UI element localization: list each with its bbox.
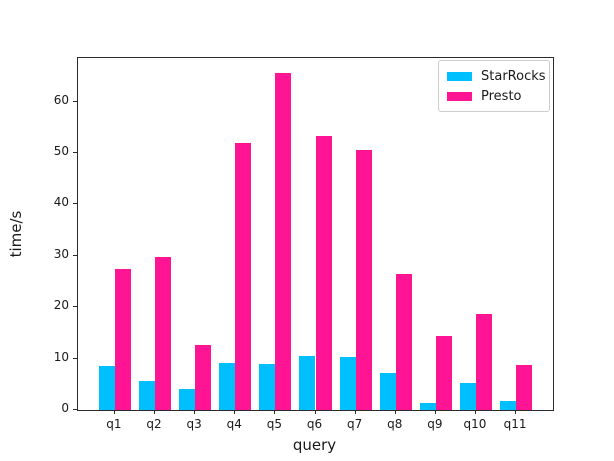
x-tick-mark-q7 bbox=[354, 410, 356, 414]
bar-presto-q5 bbox=[275, 72, 292, 410]
bar-starrocks-q11 bbox=[500, 400, 517, 410]
legend-swatch-starrocks bbox=[447, 71, 472, 81]
bar-presto-q9 bbox=[435, 336, 452, 410]
y-tick-mark-10 bbox=[73, 357, 77, 359]
y-tick-mark-60 bbox=[73, 100, 77, 102]
bar-presto-q8 bbox=[395, 274, 412, 410]
x-tick-mark-q3 bbox=[194, 410, 196, 414]
y-tick-label-60: 60 bbox=[53, 92, 69, 107]
x-tick-mark-q2 bbox=[154, 410, 156, 414]
y-tick-label-30: 30 bbox=[53, 246, 69, 261]
bar-presto-q2 bbox=[155, 257, 172, 410]
bar-starrocks-q5 bbox=[259, 363, 276, 410]
x-tick-label-q9: q9 bbox=[427, 417, 443, 431]
y-tick-label-20: 20 bbox=[53, 298, 69, 313]
x-tick-mark-q8 bbox=[394, 410, 396, 414]
bar-presto-q7 bbox=[355, 149, 372, 410]
x-tick-label-q4: q4 bbox=[226, 417, 242, 431]
legend-item-presto: Presto bbox=[447, 86, 541, 106]
legend-label-presto: Presto bbox=[481, 88, 522, 104]
legend-item-starrocks: StarRocks bbox=[447, 66, 546, 86]
x-axis-label: query bbox=[292, 436, 337, 454]
x-tick-mark-q9 bbox=[434, 410, 436, 414]
bar-presto-q11 bbox=[516, 364, 533, 410]
legend: StarRocks Presto bbox=[438, 60, 550, 112]
x-tick-mark-q10 bbox=[474, 410, 476, 414]
bar-starrocks-q10 bbox=[459, 382, 476, 410]
x-tick-label-q3: q3 bbox=[186, 417, 202, 431]
x-tick-mark-q5 bbox=[274, 410, 276, 414]
legend-swatch-presto bbox=[447, 91, 472, 101]
y-tick-mark-20 bbox=[73, 306, 77, 308]
bar-presto-q4 bbox=[235, 143, 252, 410]
plot-area: StarRocks Presto bbox=[77, 57, 554, 411]
x-tick-label-q5: q5 bbox=[266, 417, 282, 431]
x-tick-mark-q6 bbox=[314, 410, 316, 414]
y-tick-mark-50 bbox=[73, 152, 77, 154]
x-tick-label-q1: q1 bbox=[106, 417, 122, 431]
y-tick-label-40: 40 bbox=[53, 195, 69, 210]
legend-label-starrocks: StarRocks bbox=[481, 68, 546, 84]
bar-starrocks-q9 bbox=[419, 402, 436, 410]
x-tick-label-q7: q7 bbox=[346, 417, 363, 431]
bar-starrocks-q4 bbox=[219, 362, 236, 410]
x-tick-mark-q1 bbox=[113, 410, 115, 414]
bar-starrocks-q6 bbox=[299, 355, 316, 410]
y-tick-mark-40 bbox=[73, 203, 77, 205]
bar-presto-q10 bbox=[475, 314, 493, 410]
x-tick-label-q8: q8 bbox=[387, 417, 403, 431]
y-tick-mark-0 bbox=[73, 409, 77, 410]
bar-starrocks-q3 bbox=[179, 389, 196, 410]
y-tick-mark-30 bbox=[73, 254, 77, 256]
y-tick-label-10: 10 bbox=[53, 349, 69, 364]
bar-starrocks-q2 bbox=[138, 380, 156, 410]
bar-starrocks-q7 bbox=[339, 357, 356, 410]
bar-presto-q6 bbox=[315, 136, 332, 410]
y-tick-label-50: 50 bbox=[53, 144, 69, 159]
bar-presto-q3 bbox=[195, 345, 212, 410]
x-tick-mark-q11 bbox=[515, 410, 517, 414]
x-tick-label-q6: q6 bbox=[306, 417, 323, 431]
x-tick-label-q2: q2 bbox=[146, 417, 162, 431]
y-tick-label-0: 0 bbox=[61, 401, 69, 415]
bar-starrocks-q8 bbox=[379, 373, 396, 410]
x-tick-mark-q4 bbox=[234, 410, 236, 414]
y-axis-label: time/s bbox=[7, 210, 25, 258]
x-tick-label-q11: q11 bbox=[503, 417, 527, 431]
bar-presto-q1 bbox=[114, 269, 131, 410]
bar-starrocks-q1 bbox=[98, 366, 115, 410]
x-tick-label-q10: q10 bbox=[463, 417, 487, 431]
